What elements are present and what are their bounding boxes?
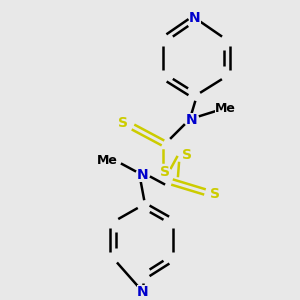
Text: N: N xyxy=(137,285,149,299)
Text: S: S xyxy=(118,116,128,130)
Text: Me: Me xyxy=(214,103,236,116)
Text: N: N xyxy=(137,168,149,182)
Text: S: S xyxy=(182,148,192,162)
Text: S: S xyxy=(160,165,170,179)
Text: N: N xyxy=(189,11,201,25)
Text: N: N xyxy=(186,113,198,127)
Text: S: S xyxy=(210,187,220,201)
Text: Me: Me xyxy=(97,154,117,167)
